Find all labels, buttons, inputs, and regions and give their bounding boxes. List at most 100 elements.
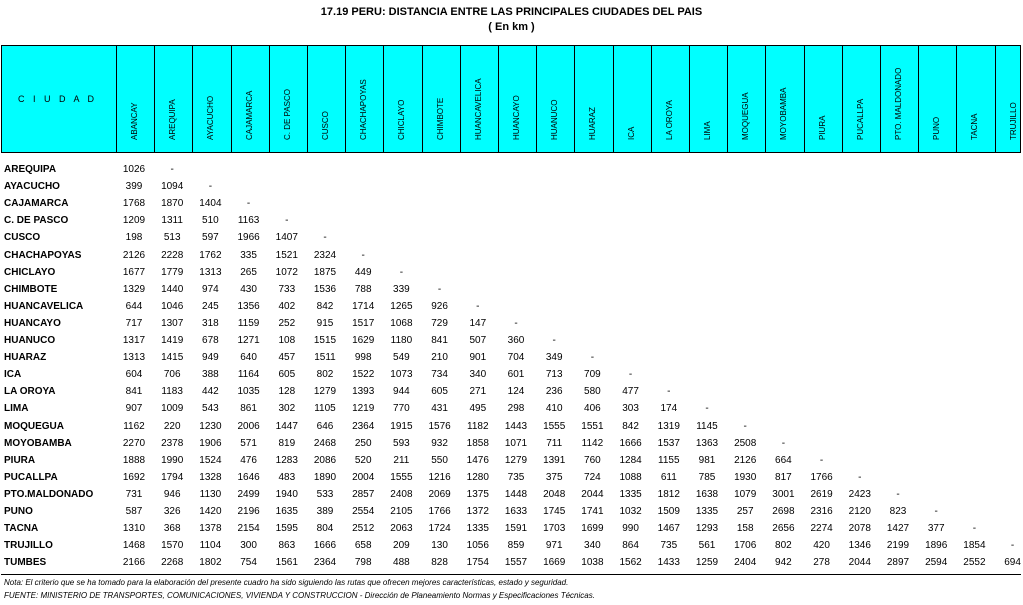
distance-cell: 2594 bbox=[925, 557, 948, 569]
distance-cell: 1666 bbox=[619, 437, 642, 449]
distance-cell: 252 bbox=[278, 317, 296, 329]
distance-cell: 1209 bbox=[122, 215, 146, 227]
column-header: CUSCO bbox=[307, 48, 345, 150]
distance-cell: 981 bbox=[698, 454, 716, 466]
distance-cell: 658 bbox=[354, 540, 372, 552]
distance-cell: 561 bbox=[698, 540, 716, 552]
distance-cell: 1071 bbox=[504, 437, 528, 449]
table-row: C. DE PASCO 1209 1311 510 1163 - bbox=[0, 212, 1023, 229]
distance-cell: 1915 bbox=[390, 420, 413, 432]
distance-cell: 147 bbox=[469, 317, 487, 329]
distance-cell: 1555 bbox=[390, 471, 413, 483]
distance-cell: 1404 bbox=[199, 198, 222, 210]
distance-cell: 257 bbox=[736, 506, 754, 517]
distance-cell: 1009 bbox=[161, 403, 184, 415]
row-city-name: CAJAMARCA bbox=[4, 198, 69, 210]
distance-cell: 1163 bbox=[237, 215, 260, 227]
distance-cell: 2897 bbox=[886, 557, 910, 569]
distance-cell: 108 bbox=[278, 335, 296, 346]
column-header-label: PTO. MALDONADO bbox=[894, 67, 903, 140]
distance-cell: 863 bbox=[278, 540, 296, 552]
column-separator bbox=[765, 46, 767, 152]
distance-cell: 210 bbox=[431, 352, 448, 364]
distance-cell: 915 bbox=[316, 317, 334, 329]
distance-cell: 220 bbox=[163, 420, 181, 432]
distance-cell: 349 bbox=[545, 352, 563, 364]
distance-cell: 735 bbox=[660, 540, 678, 552]
table-row: CAJAMARCA 1768 1870 1404 - bbox=[0, 195, 1023, 212]
table-row: TUMBES 2166 2268 1802 754 1561 2364 798 488 828 17… bbox=[0, 554, 1023, 571]
column-header-label: LA OROYA bbox=[664, 100, 674, 140]
distance-cell: 734 bbox=[431, 369, 448, 381]
distance-cell: 1094 bbox=[161, 181, 184, 193]
distance-cell: 1692 bbox=[122, 471, 146, 483]
distance-cell: 2554 bbox=[352, 506, 375, 517]
distance-cell: 1279 bbox=[313, 386, 337, 398]
distance-cell: 1335 bbox=[466, 523, 489, 535]
distance-cell: 1328 bbox=[199, 471, 222, 483]
distance-cell: 1293 bbox=[695, 523, 719, 535]
distance-cell: 340 bbox=[469, 369, 487, 381]
distance-cell: 2698 bbox=[772, 506, 795, 517]
distance-cell: 303 bbox=[622, 403, 639, 415]
column-header-label: AYACUCHO bbox=[206, 95, 216, 140]
table-row: HUANCAYO 717 1307 318 1159 252 915 1517 1068 729 1… bbox=[0, 315, 1023, 332]
distance-cell: 174 bbox=[660, 403, 678, 415]
distance-cell: 611 bbox=[660, 471, 677, 483]
column-separator bbox=[841, 46, 843, 152]
distance-cell: 1283 bbox=[275, 454, 298, 466]
distance-cell: 124 bbox=[507, 386, 525, 398]
distance-cell: 402 bbox=[278, 300, 296, 312]
table-row: AREQUIPA 1026 - bbox=[0, 161, 1023, 178]
column-header: LIMA bbox=[689, 48, 727, 150]
column-header-label: ABANCAY bbox=[130, 102, 139, 140]
distance-cell: - bbox=[323, 232, 327, 244]
distance-cell: 1595 bbox=[275, 523, 298, 535]
distance-cell: 2069 bbox=[428, 488, 451, 500]
column-header-label: HUANCAVELICA bbox=[473, 78, 483, 140]
distance-cell: - bbox=[514, 317, 518, 329]
column-header: MOQUEGUA bbox=[727, 48, 765, 150]
distance-cell: 2552 bbox=[963, 557, 986, 569]
distance-cell: 640 bbox=[240, 352, 257, 364]
distance-cell: 990 bbox=[622, 523, 639, 535]
column-separator bbox=[230, 46, 232, 152]
distance-cell: 1724 bbox=[428, 523, 451, 535]
distance-cell: 1633 bbox=[504, 506, 528, 517]
distance-cell: 1551 bbox=[581, 420, 604, 432]
distance-cell: 678 bbox=[202, 335, 219, 346]
distance-cell: 1536 bbox=[313, 283, 337, 295]
distance-cell: 1035 bbox=[237, 386, 260, 398]
distance-cell: 717 bbox=[125, 317, 143, 329]
column-header: AYACUCHO bbox=[192, 48, 230, 150]
column-separator bbox=[116, 46, 117, 152]
table-row: AYACUCHO 399 1094 - bbox=[0, 178, 1023, 195]
column-header: HUARAZ bbox=[574, 48, 612, 150]
column-header: PTO. MALDONADO bbox=[880, 48, 918, 150]
distance-cell: - bbox=[246, 198, 251, 210]
distance-cell: - bbox=[705, 403, 709, 415]
distance-cell: 1375 bbox=[466, 488, 489, 500]
distance-cell: 644 bbox=[125, 300, 143, 312]
distance-cell: 1557 bbox=[504, 557, 528, 569]
distance-cell: - bbox=[1010, 540, 1015, 552]
column-separator bbox=[307, 46, 308, 152]
distance-cell: 1313 bbox=[122, 352, 146, 364]
distance-cell: 2004 bbox=[352, 471, 375, 483]
table-row: PTO.MALDONADO 731 946 1130 2499 1940 533 2857 24… bbox=[0, 486, 1023, 503]
distance-cell: 646 bbox=[316, 420, 334, 432]
distance-cell: 859 bbox=[507, 540, 525, 552]
column-separator bbox=[994, 46, 996, 152]
distance-cell: 2120 bbox=[848, 506, 871, 517]
column-header-label: HUANCAYO bbox=[512, 95, 521, 140]
distance-cell: 1766 bbox=[428, 506, 451, 517]
distance-cell: 604 bbox=[125, 369, 143, 381]
distance-cell: 1219 bbox=[352, 403, 375, 415]
distance-cell: - bbox=[858, 471, 862, 483]
distance-cell: 1393 bbox=[352, 386, 375, 398]
page-subtitle: ( En km ) bbox=[488, 21, 535, 33]
distance-cell: 1906 bbox=[199, 437, 222, 449]
distance-cell: 2499 bbox=[237, 488, 260, 500]
distance-cell: 1105 bbox=[314, 403, 336, 415]
distance-cell: - bbox=[934, 506, 938, 517]
